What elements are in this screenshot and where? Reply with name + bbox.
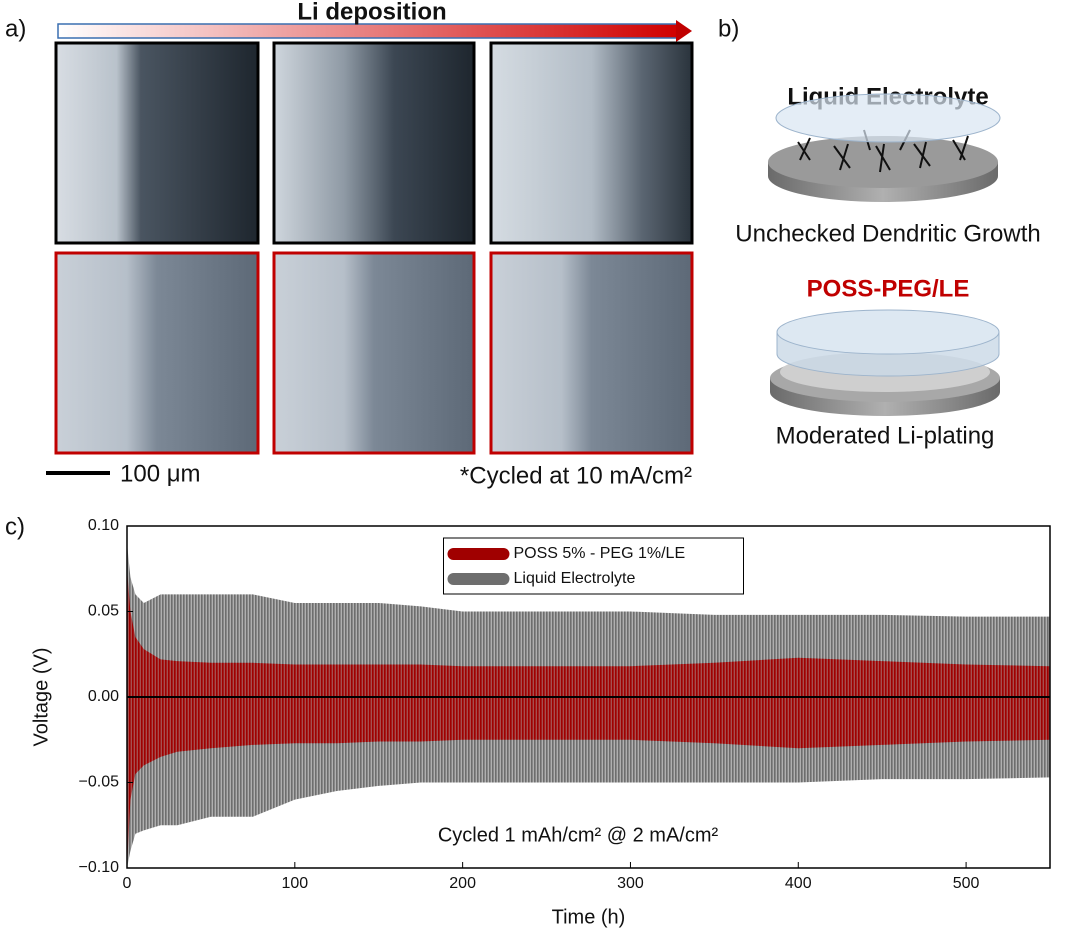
scale-label: 100 μm [120,460,201,487]
y-axis-label: Voltage (V) [30,648,52,747]
image [489,251,694,455]
x-tick-label: 200 [449,875,476,892]
image [489,41,694,245]
arrow-label: Li deposition [297,0,446,25]
x-tick-label: 300 [617,875,644,892]
dendrite-diagram [768,93,1001,202]
image [272,41,476,245]
arrow-head [676,20,692,42]
y-tick-label: 0.05 [88,603,119,620]
legend-label: Liquid Electrolyte [514,570,636,587]
panel-label: a) [5,15,26,42]
chart: −0.10 −0.05 0.00 0.05 0.10 0 100 200 300 400 500 Ti… [30,517,1051,928]
x-tick-label: 500 [953,875,980,892]
diagram-caption: Moderated Li-plating [776,422,995,449]
x-axis-label: Time (h) [552,906,626,928]
voltage-band [127,568,1050,697]
micrographs [54,41,694,455]
y-tick-label: −0.05 [79,774,120,791]
y-tick-label: −0.10 [79,859,120,876]
note: *Cycled at 10 mA/cm² [460,462,692,489]
x-tick-label: 100 [281,875,308,892]
diagram-title: POSS-PEG/LE [807,275,970,302]
panel-label: b) [718,15,739,42]
voltage-band [127,697,1050,868]
panel-label: c) [5,513,25,540]
y-tick-label: 0.10 [88,517,119,534]
plating-diagram [770,309,1000,416]
image [272,251,476,455]
diagram-caption: Unchecked Dendritic Growth [735,220,1040,247]
y-tick-label: 0.00 [88,688,119,705]
image [54,41,260,245]
legend-label: POSS 5% - PEG 1%/LE [514,545,686,562]
arrow [57,23,679,39]
x-tick-label: 400 [785,875,812,892]
annotation: Cycled 1 mAh/cm² @ 2 mA/cm² [438,824,719,846]
x-tick-label: 0 [123,875,132,892]
voltage-band [127,543,1050,697]
image [54,251,260,455]
